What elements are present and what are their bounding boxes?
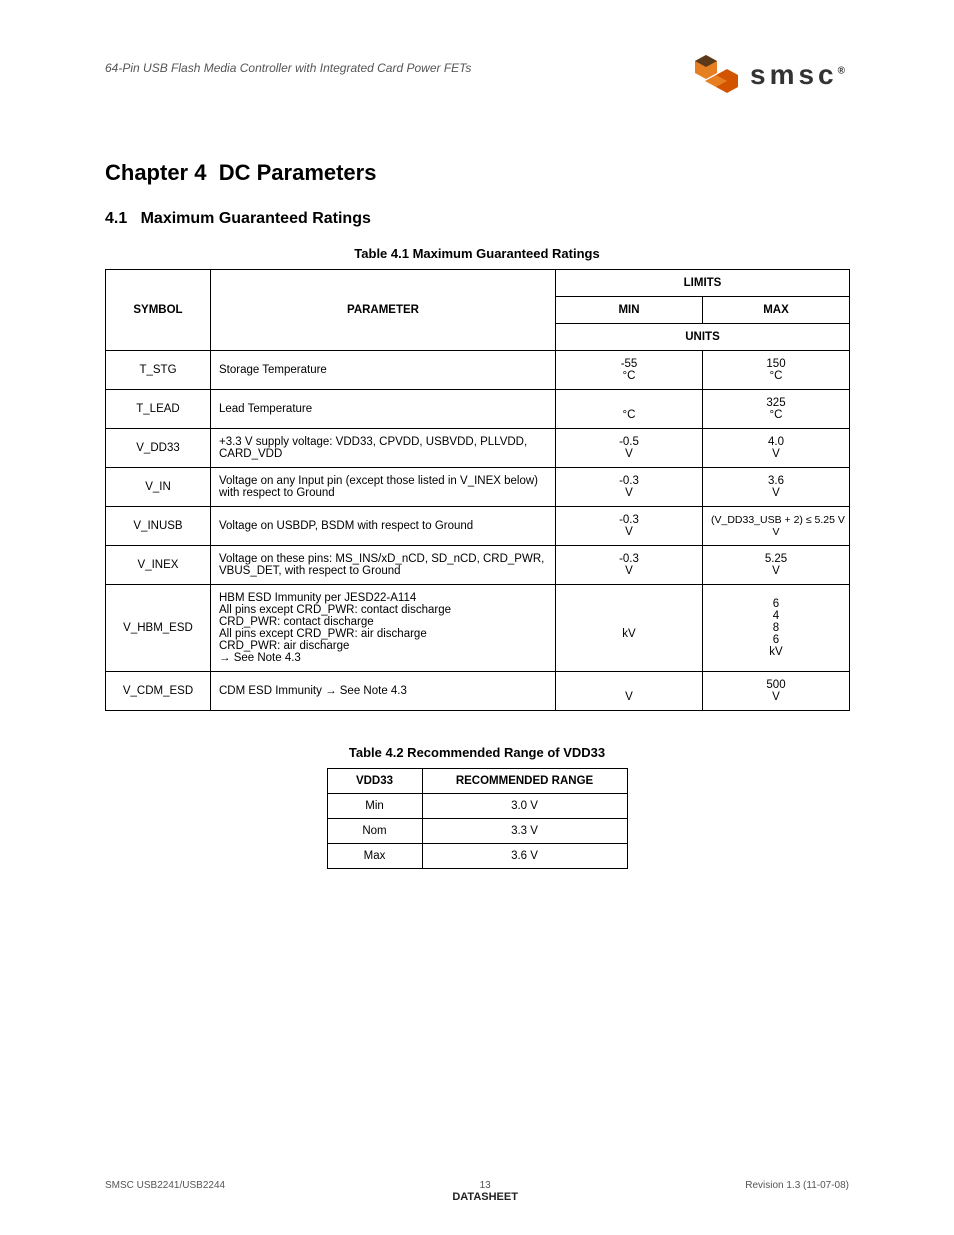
ratings-table: SYMBOL PARAMETER LIMITS MIN MAX UNITS T_… bbox=[105, 269, 850, 711]
vdd33-table: VDD33 RECOMMENDED RANGE Min 3.0 V Nom 3.… bbox=[327, 768, 628, 869]
table2-caption: Table 4.2 Recommended Range of VDD33 bbox=[105, 745, 849, 760]
table-row: Nom 3.3 V bbox=[327, 819, 627, 844]
logo-text: smsc® bbox=[750, 59, 849, 91]
col-max: MAX bbox=[703, 297, 850, 324]
col-min: MIN bbox=[556, 297, 703, 324]
section-heading: 4.1 Maximum Guaranteed Ratings bbox=[105, 210, 849, 228]
table-row: Max 3.6 V bbox=[327, 844, 627, 869]
table-row: V_HBM_ESD HBM ESD Immunity per JESD22-A1… bbox=[106, 585, 850, 672]
col-symbol: SYMBOL bbox=[106, 270, 211, 351]
col-parameter: PARAMETER bbox=[211, 270, 556, 351]
page-number: 13 bbox=[225, 1180, 745, 1191]
logo: smsc® bbox=[694, 55, 849, 95]
footer-right: Revision 1.3 (11-07-08) bbox=[745, 1180, 849, 1203]
table-header-row: SYMBOL PARAMETER LIMITS bbox=[106, 270, 850, 297]
chapter-heading: Chapter 4 DC Parameters bbox=[105, 160, 849, 186]
table-row: V_INUSB Voltage on USBDP, BSDM with resp… bbox=[106, 507, 850, 546]
table-row: V_INEX Voltage on these pins: MS_INS/xD_… bbox=[106, 546, 850, 585]
table1-caption: Table 4.1 Maximum Guaranteed Ratings bbox=[105, 246, 849, 261]
footer-center: 13 DATASHEET bbox=[225, 1180, 745, 1203]
doc-title: 64-Pin USB Flash Media Controller with I… bbox=[105, 61, 471, 75]
table-row: Min 3.0 V bbox=[327, 794, 627, 819]
footer-doc-type: DATASHEET bbox=[225, 1191, 745, 1203]
table-row: T_LEAD Lead Temperature °C 325°C bbox=[106, 390, 850, 429]
table-row: V_IN Voltage on any Input pin (except th… bbox=[106, 468, 850, 507]
page-footer: SMSC USB2241/USB2244 13 DATASHEET Revisi… bbox=[0, 1180, 954, 1203]
col-units: UNITS bbox=[556, 324, 850, 351]
table-row: V_DD33 +3.3 V supply voltage: VDD33, CPV… bbox=[106, 429, 850, 468]
table-header-row: VDD33 RECOMMENDED RANGE bbox=[327, 769, 627, 794]
table-row: T_STG Storage Temperature -55°C 150°C bbox=[106, 351, 850, 390]
logo-mark-icon bbox=[694, 55, 740, 95]
footer-left: SMSC USB2241/USB2244 bbox=[105, 1180, 225, 1203]
col-limits: LIMITS bbox=[556, 270, 850, 297]
table-row: V_CDM_ESD CDM ESD Immunity → See Note 4.… bbox=[106, 672, 850, 711]
